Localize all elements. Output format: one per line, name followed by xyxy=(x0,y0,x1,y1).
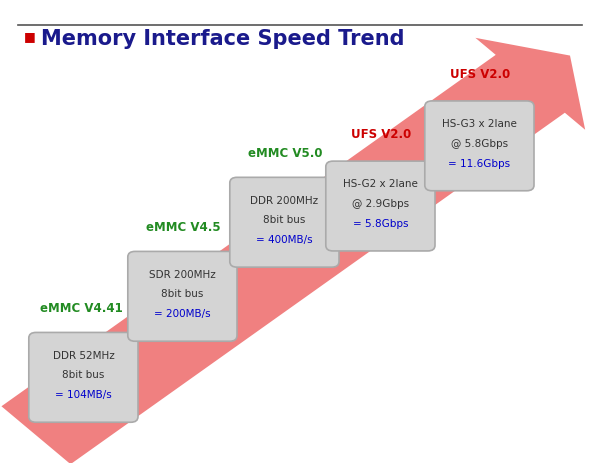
Text: UFS V2.0: UFS V2.0 xyxy=(351,128,411,141)
FancyBboxPatch shape xyxy=(326,161,435,251)
Text: SDR 200MHz: SDR 200MHz xyxy=(149,270,216,280)
Text: @ 5.8Gbps: @ 5.8Gbps xyxy=(451,139,508,149)
FancyBboxPatch shape xyxy=(230,177,339,267)
FancyBboxPatch shape xyxy=(128,251,237,341)
Text: eMMC V4.5: eMMC V4.5 xyxy=(146,221,220,234)
FancyBboxPatch shape xyxy=(29,332,138,422)
Text: = 400MB/s: = 400MB/s xyxy=(256,235,313,245)
Text: eMMC V5.0: eMMC V5.0 xyxy=(248,147,322,160)
Text: DDR 200MHz: DDR 200MHz xyxy=(250,196,319,206)
Text: 8bit bus: 8bit bus xyxy=(62,370,104,381)
Text: HS-G3 x 2lane: HS-G3 x 2lane xyxy=(442,119,517,129)
Text: 8bit bus: 8bit bus xyxy=(263,215,305,225)
Text: 8bit bus: 8bit bus xyxy=(161,289,203,300)
Text: DDR 52MHz: DDR 52MHz xyxy=(53,351,114,361)
Text: @ 2.9Gbps: @ 2.9Gbps xyxy=(352,199,409,209)
FancyBboxPatch shape xyxy=(425,101,534,191)
Text: = 11.6Gbps: = 11.6Gbps xyxy=(448,159,511,169)
Text: = 200MB/s: = 200MB/s xyxy=(154,309,211,319)
Text: UFS V2.0: UFS V2.0 xyxy=(450,68,510,81)
Text: = 5.8Gbps: = 5.8Gbps xyxy=(353,219,408,229)
Text: Memory Interface Speed Trend: Memory Interface Speed Trend xyxy=(41,29,404,49)
Text: eMMC V4.41: eMMC V4.41 xyxy=(40,302,122,315)
Text: ■: ■ xyxy=(24,30,36,43)
Text: HS-G2 x 2lane: HS-G2 x 2lane xyxy=(343,180,418,189)
Polygon shape xyxy=(1,38,585,463)
Text: = 104MB/s: = 104MB/s xyxy=(55,390,112,400)
